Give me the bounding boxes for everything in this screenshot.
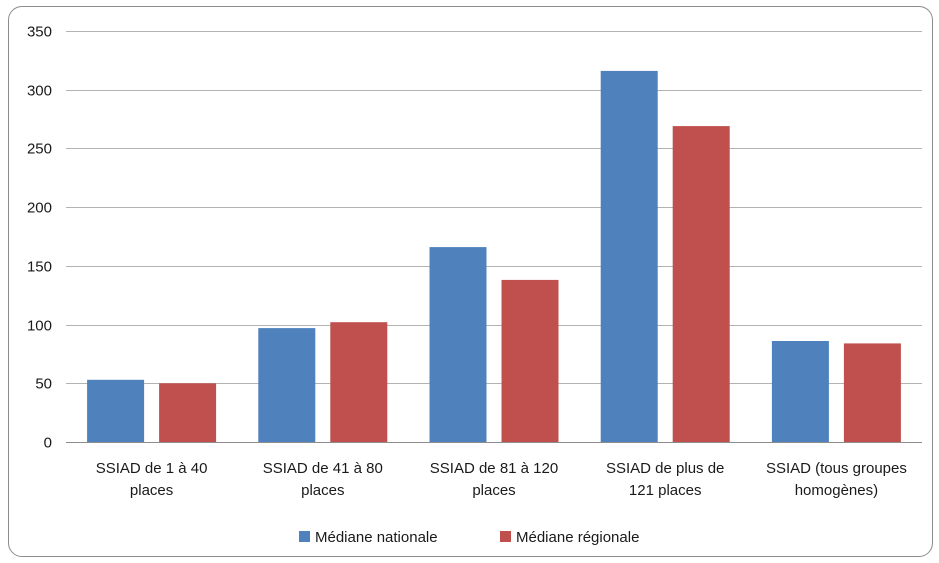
legend-label-2: Médiane régionale (516, 529, 639, 546)
x-category-label: SSIAD de 41 à 80 places (263, 460, 383, 499)
x-category-label-line: SSIAD de 41 à 80 (263, 460, 383, 477)
bar-nationale-5 (771, 341, 829, 442)
y-tick-label: 300 (27, 83, 52, 100)
bar-nationale-4 (600, 70, 658, 443)
legend-swatch-1 (299, 531, 310, 542)
x-category-label-line: homogènes) (795, 482, 878, 499)
bar-regionale-1 (159, 383, 217, 442)
bar-nationale-3 (429, 247, 487, 442)
legend-label-1: Médiane nationale (315, 529, 438, 546)
x-category-label-line: 121 places (629, 482, 702, 499)
y-tick-label: 0 (44, 435, 52, 452)
y-tick-label: 200 (27, 200, 52, 217)
y-tick-label: 350 (27, 24, 52, 41)
x-category-label: SSIAD de plus de 121 places (606, 460, 724, 499)
x-category-label-line: SSIAD (tous groupes (766, 460, 907, 477)
bars (87, 70, 901, 443)
y-tick-label: 100 (27, 318, 52, 335)
bar-nationale-2 (258, 328, 316, 442)
y-tick-label: 250 (27, 141, 52, 158)
bar-regionale-3 (501, 279, 559, 442)
bar-nationale-1 (87, 379, 145, 442)
legend: Médiane nationale Médiane régionale (299, 529, 639, 546)
x-category-label: SSIAD (tous groupes homogènes) (766, 460, 907, 499)
x-category-label-line: places (472, 482, 515, 499)
bar-regionale-5 (843, 343, 901, 442)
legend-swatch-2 (500, 531, 511, 542)
y-tick-label: 150 (27, 259, 52, 276)
x-axis-labels: SSIAD de 1 à 40 places SSIAD de 41 à 80 pla… (96, 460, 907, 499)
bar-regionale-2 (330, 322, 388, 442)
x-category-label-line: SSIAD de 81 à 120 (430, 460, 558, 477)
bar-regionale-4 (672, 126, 730, 442)
x-category-label: SSIAD de 1 à 40 places (96, 460, 208, 499)
y-tick-label: 50 (35, 376, 52, 393)
x-category-label-line: places (301, 482, 344, 499)
y-axis-ticks: 0 50 100 150 200 250 300 350 (27, 24, 52, 452)
x-category-label-line: places (130, 482, 173, 499)
x-category-label-line: SSIAD de plus de (606, 460, 724, 477)
x-category-label-line: SSIAD de 1 à 40 (96, 460, 208, 477)
x-category-label: SSIAD de 81 à 120 places (430, 460, 558, 499)
